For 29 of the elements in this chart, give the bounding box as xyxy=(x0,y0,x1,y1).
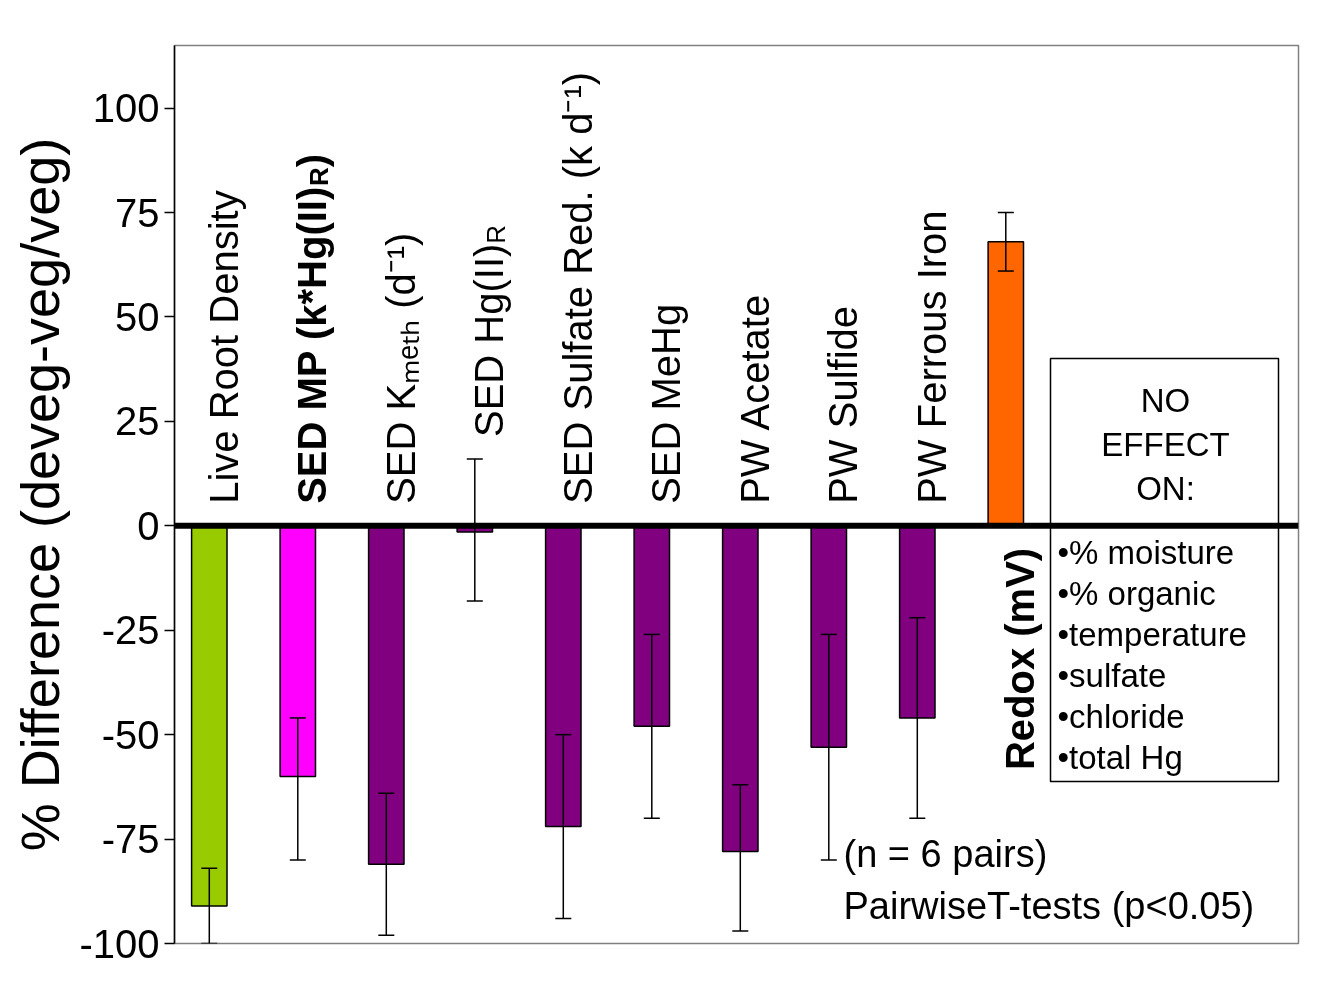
annotation: •chloride xyxy=(1057,698,1185,735)
x-tick-label: SED Hg(II)R xyxy=(467,224,512,437)
y-axis-title: % Difference (deveg-veg/veg) xyxy=(10,137,71,852)
annotation: •sulfate xyxy=(1057,657,1167,694)
annotation: •total Hg xyxy=(1057,739,1183,776)
text: NO EFFECT ON: xyxy=(1101,381,1230,508)
y-tick-label: -75 xyxy=(101,817,160,862)
x-tick-label: Redox (mV) xyxy=(998,547,1043,771)
y-tick-label: 25 xyxy=(115,399,160,444)
annotation: •temperature xyxy=(1057,616,1247,653)
x-tick-label: PW Sulfide xyxy=(821,305,866,504)
annotation: (n = 6 pairs) xyxy=(843,832,1048,875)
x-tick-label: PW Acetate xyxy=(732,294,777,504)
annotation: •% organic xyxy=(1057,575,1216,612)
y-tick-label: -100 xyxy=(79,921,160,966)
annotation: PairwiseT-tests (p<0.05) xyxy=(843,884,1255,927)
y-tick-label: -50 xyxy=(101,712,160,757)
y-tick-label: 100 xyxy=(92,86,160,131)
x-tick-label: SED Kₘₑₜₕ (d⁻¹) xyxy=(378,232,423,504)
y-tick-label: 50 xyxy=(115,294,160,339)
annotation: •% moisture xyxy=(1057,534,1235,571)
y-tick-label: -25 xyxy=(101,608,160,653)
y-tick-label: 75 xyxy=(115,190,160,235)
x-tick-label: SED MP (k*Hg(II)R) xyxy=(290,153,335,504)
x-tick-label: PW Ferrous Iron xyxy=(909,210,954,504)
x-tick-label: Live Root Density xyxy=(201,190,246,504)
y-tick-label: 0 xyxy=(137,503,160,548)
x-tick-label: SED Sulfate Red. (k d⁻¹) xyxy=(555,71,600,504)
x-tick-label: SED MeHg xyxy=(644,303,689,504)
